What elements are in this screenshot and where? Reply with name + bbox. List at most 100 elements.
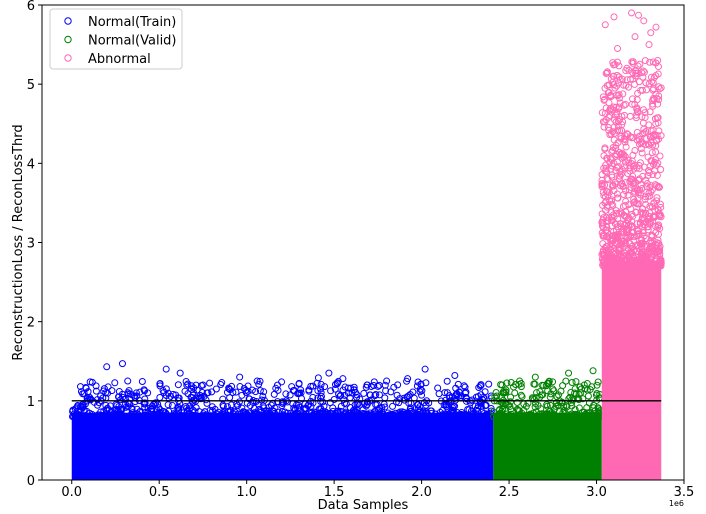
- series-3-point: [601, 118, 609, 126]
- series-2-point: [572, 378, 580, 386]
- series-1-point: [336, 392, 344, 400]
- series-3-point: [628, 175, 636, 183]
- x-tick-label: 1.0: [236, 485, 257, 500]
- series-1-point: [419, 408, 427, 416]
- series-3-point: [652, 72, 660, 80]
- series-3-point: [654, 159, 662, 167]
- series-3-point: [602, 116, 610, 124]
- legend-box: [49, 8, 183, 70]
- series-3-point: [606, 111, 614, 119]
- series-1-point: [88, 378, 96, 386]
- series-3-point: [604, 123, 612, 131]
- scatter-points: [69, 9, 665, 480]
- series-3-point: [639, 248, 647, 256]
- series-1-point: [174, 381, 182, 389]
- series-1-point: [315, 412, 323, 420]
- series-3-outlier-point: [601, 21, 609, 29]
- series-3-point: [641, 114, 649, 122]
- series-3-point: [609, 182, 617, 190]
- x-tick-label: 0.5: [149, 485, 170, 500]
- series-3-point: [611, 84, 619, 92]
- series-2-point: [524, 399, 532, 407]
- series-3-outlier-point: [631, 33, 639, 41]
- series-1-point: [234, 410, 242, 418]
- series-1-point: [297, 386, 305, 394]
- series-3-outlier-point: [645, 41, 653, 49]
- series-1-point: [206, 413, 214, 421]
- series-3-point: [620, 211, 628, 219]
- series-2-point: [540, 381, 548, 389]
- series-1-point: [179, 413, 187, 421]
- series-1-outlier-point: [253, 377, 261, 385]
- series-3-point: [641, 195, 649, 203]
- series-3-point: [607, 165, 615, 173]
- series-3-point: [633, 128, 641, 136]
- series-1-point: [159, 386, 167, 394]
- series-1-point: [417, 381, 425, 389]
- series-3-point: [654, 224, 662, 232]
- series-1-point: [107, 408, 115, 416]
- series-2-outlier-point: [544, 379, 552, 387]
- series-3-point: [613, 194, 621, 202]
- series-2-point: [544, 387, 552, 395]
- series-1-point: [375, 404, 383, 412]
- series-3-point: [638, 138, 646, 146]
- series-2-outlier-point: [589, 367, 597, 375]
- legend-marker: [64, 54, 72, 62]
- series-3-dense-band: [601, 266, 662, 480]
- series-1-point: [289, 412, 297, 420]
- x-axis-offset-label: 1e6: [669, 499, 684, 508]
- series-3-point: [628, 217, 636, 225]
- series-3-point: [652, 120, 660, 128]
- series-1-point: [406, 405, 414, 413]
- series-1-point: [183, 381, 191, 389]
- series-1-outlier-point: [363, 381, 371, 389]
- series-3-point: [634, 189, 642, 197]
- series-3-point: [654, 205, 662, 213]
- series-3-point: [657, 132, 665, 140]
- series-3-point: [612, 118, 620, 126]
- series-3-point: [654, 230, 662, 238]
- series-3-point: [620, 101, 628, 109]
- series-2-point: [493, 392, 501, 400]
- series-3-point: [613, 190, 621, 198]
- series-3-point: [647, 139, 655, 147]
- series-1-point: [390, 383, 398, 391]
- series-1-point: [416, 388, 424, 396]
- series-3-point: [649, 100, 657, 108]
- series-3-point: [602, 226, 610, 234]
- series-3-point: [621, 131, 629, 139]
- series-1-outlier-point: [199, 381, 207, 389]
- series-2-point: [562, 377, 570, 385]
- series-2-point: [595, 405, 603, 413]
- series-1-point: [102, 389, 110, 397]
- series-3-point: [618, 180, 626, 188]
- series-1-point: [426, 413, 434, 421]
- series-1-point: [266, 412, 274, 420]
- series-1-point: [206, 379, 214, 387]
- series-3-point: [618, 227, 626, 235]
- series-2: [489, 367, 605, 480]
- series-1-point: [329, 413, 337, 421]
- series-1-point: [375, 391, 383, 399]
- series-3-point: [648, 246, 656, 254]
- series-3-point: [656, 85, 664, 93]
- series-3-point: [639, 229, 647, 237]
- series-3-point: [640, 106, 648, 114]
- series-3-point: [603, 246, 611, 254]
- series-3-point: [611, 178, 619, 186]
- series-1-point: [171, 412, 179, 420]
- series-3-point: [604, 217, 612, 225]
- series-3-point: [650, 130, 658, 138]
- series-1-point: [193, 386, 201, 394]
- series-3-point: [613, 58, 621, 66]
- series-1-point: [425, 399, 433, 407]
- series-3-point: [635, 78, 643, 86]
- series-1-point: [102, 401, 110, 409]
- series-2-dense-band: [493, 412, 602, 480]
- series-3-point: [634, 89, 642, 97]
- series-1-point: [296, 389, 304, 397]
- series-3-point: [629, 134, 637, 142]
- series-1-point: [133, 392, 141, 400]
- series-1-point: [464, 406, 472, 414]
